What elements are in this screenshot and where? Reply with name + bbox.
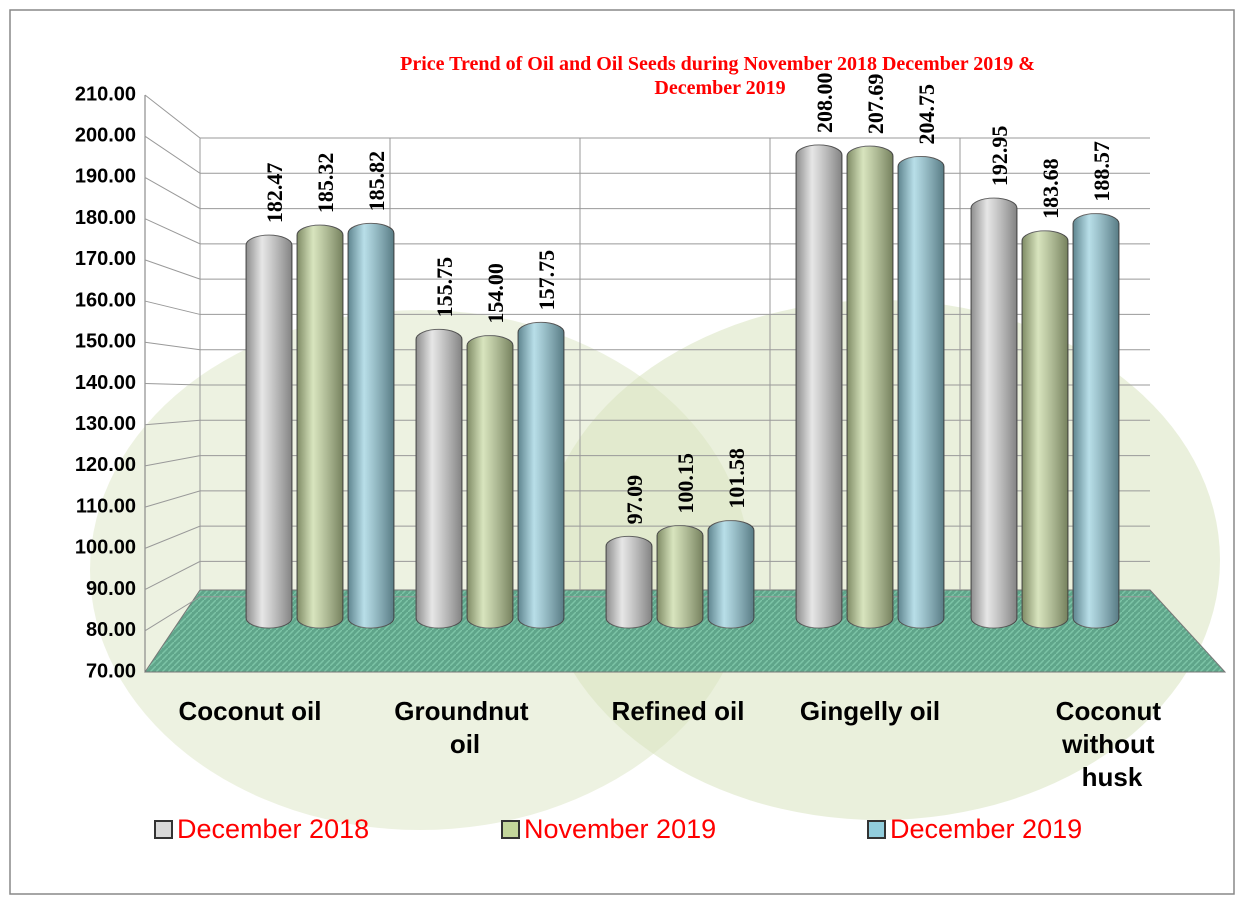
value-label: 154.00 bbox=[483, 263, 508, 324]
legend-label: November 2019 bbox=[524, 814, 716, 844]
y-tick-label: 130.00 bbox=[75, 413, 136, 435]
y-tick-label: 150.00 bbox=[75, 331, 136, 353]
bar bbox=[517, 321, 565, 629]
legend-label: December 2018 bbox=[177, 814, 369, 844]
bar-shade bbox=[1022, 230, 1068, 628]
bar-shade bbox=[606, 536, 652, 628]
y-tick-label: 90.00 bbox=[86, 578, 136, 600]
y-tick-label: 80.00 bbox=[86, 619, 136, 641]
bar-shade bbox=[297, 225, 343, 628]
bar bbox=[795, 144, 843, 629]
value-label: 204.75 bbox=[914, 84, 939, 145]
x-tick-label: Groundnut oil bbox=[394, 696, 536, 759]
x-tick-label: Gingelly oil bbox=[800, 696, 940, 726]
bar bbox=[296, 224, 344, 629]
y-tick-label: 210.00 bbox=[75, 83, 136, 105]
bar-shade bbox=[518, 322, 564, 628]
grid-line bbox=[144, 94, 1150, 139]
bar-shade bbox=[1073, 213, 1119, 628]
value-label: 101.58 bbox=[724, 448, 749, 509]
value-label: 207.69 bbox=[863, 74, 888, 135]
legend-swatch bbox=[154, 820, 173, 839]
bar-shade bbox=[348, 223, 394, 628]
value-label: 157.75 bbox=[534, 250, 559, 311]
value-label: 155.75 bbox=[432, 257, 457, 318]
value-label: 183.68 bbox=[1038, 158, 1063, 219]
legend-label: December 2019 bbox=[890, 814, 1082, 844]
bar-shade bbox=[416, 329, 462, 628]
y-tick-label: 70.00 bbox=[86, 660, 136, 682]
y-tick-label: 100.00 bbox=[75, 537, 136, 559]
value-label: 185.82 bbox=[364, 151, 389, 212]
y-tick-label: 160.00 bbox=[75, 289, 136, 311]
bar-shade bbox=[246, 235, 292, 628]
y-tick-label: 140.00 bbox=[75, 372, 136, 394]
bar-shade bbox=[898, 156, 944, 628]
value-label: 188.57 bbox=[1089, 141, 1114, 202]
bar bbox=[1072, 213, 1120, 629]
y-tick-label: 110.00 bbox=[76, 495, 136, 517]
value-label: 100.15 bbox=[673, 453, 698, 514]
bar bbox=[415, 328, 463, 629]
value-label: 192.95 bbox=[987, 126, 1012, 187]
bar bbox=[707, 520, 755, 629]
legend-swatch bbox=[501, 820, 520, 839]
bar-shade bbox=[467, 335, 513, 628]
value-label: 97.09 bbox=[622, 475, 647, 525]
bar bbox=[605, 535, 653, 629]
x-tick-label: Coconut without husk bbox=[1056, 696, 1169, 792]
bar bbox=[1021, 230, 1069, 629]
y-tick-label: 200.00 bbox=[75, 124, 136, 146]
x-tick-label: Refined oil bbox=[612, 696, 745, 726]
bar-shade bbox=[796, 145, 842, 629]
bar bbox=[897, 156, 945, 629]
bar bbox=[656, 525, 704, 629]
value-label: 182.47 bbox=[262, 163, 287, 224]
y-tick-label: 180.00 bbox=[75, 207, 136, 229]
bar-shade bbox=[847, 146, 893, 628]
legend-swatch bbox=[867, 820, 886, 839]
value-label: 208.00 bbox=[812, 73, 837, 134]
bar bbox=[347, 222, 395, 629]
x-tick-label: Coconut oil bbox=[179, 696, 322, 726]
bar bbox=[970, 197, 1018, 629]
y-tick-label: 120.00 bbox=[75, 454, 136, 476]
bar-shade bbox=[971, 198, 1017, 628]
y-tick-label: 190.00 bbox=[75, 166, 136, 188]
y-tick-label: 170.00 bbox=[75, 248, 136, 270]
bar bbox=[846, 145, 894, 629]
value-label: 185.32 bbox=[313, 153, 338, 214]
chart-title: Price Trend of Oil and Oil Seeds during … bbox=[400, 53, 1040, 99]
bar-shade bbox=[657, 525, 703, 628]
bar-shade bbox=[708, 520, 754, 628]
bar bbox=[466, 335, 514, 629]
bar bbox=[245, 234, 293, 629]
